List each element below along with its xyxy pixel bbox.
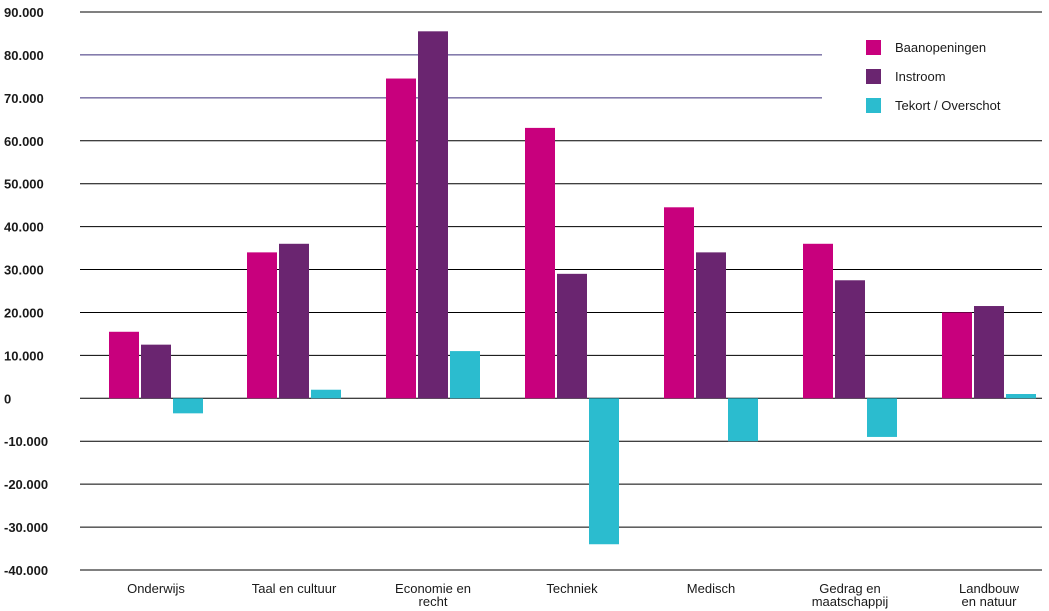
y-axis-tick-labels: 90.000 80.000 70.000 60.000 50.000 40.000 30.0… xyxy=(4,5,48,578)
y-tick-label: 60.000 xyxy=(4,134,44,149)
bar xyxy=(942,312,972,399)
bar xyxy=(247,252,277,399)
x-category-label: Economie en recht xyxy=(395,581,471,609)
bar xyxy=(525,127,555,399)
y-tick-label: 90.000 xyxy=(4,5,44,20)
bar xyxy=(664,207,694,399)
bar xyxy=(803,243,833,399)
bar xyxy=(450,351,480,399)
legend: Baanopeningen Instroom Tekort / Overschot xyxy=(830,30,1040,122)
bars xyxy=(109,31,1036,545)
bar xyxy=(141,344,171,399)
x-category-label: Onderwijs xyxy=(127,581,185,596)
y-tick-label: 20.000 xyxy=(4,305,44,320)
y-tick-label: -20.000 xyxy=(4,477,48,492)
legend-background xyxy=(830,30,1040,122)
bar xyxy=(867,398,897,437)
bar xyxy=(386,78,416,399)
bar xyxy=(696,252,726,399)
bar xyxy=(109,331,139,399)
bar xyxy=(835,280,865,399)
legend-label: Tekort / Overschot xyxy=(895,98,1001,113)
x-category-label: Medisch xyxy=(687,581,735,596)
y-tick-label: -40.000 xyxy=(4,563,48,578)
y-tick-label: -30.000 xyxy=(4,520,48,535)
x-category-label: Techniek xyxy=(546,581,598,596)
legend-swatch xyxy=(866,40,881,55)
y-tick-label: 10.000 xyxy=(4,348,44,363)
bar xyxy=(589,398,619,545)
y-tick-label: 30.000 xyxy=(4,263,44,278)
x-category-label: Landbouw en natuur xyxy=(959,581,1020,609)
x-category-label: Gedrag en maatschappij xyxy=(812,581,889,609)
bar xyxy=(1006,394,1036,399)
bar xyxy=(173,398,203,414)
legend-swatch xyxy=(866,69,881,84)
bar xyxy=(279,243,309,399)
y-tick-label: 40.000 xyxy=(4,220,44,235)
x-axis-category-labels: Onderwijs Taal en cultuur Economie en recht… xyxy=(127,581,1020,609)
y-tick-label: 70.000 xyxy=(4,91,44,106)
y-tick-label: -10.000 xyxy=(4,434,48,449)
legend-label: Instroom xyxy=(895,69,946,84)
legend-swatch xyxy=(866,98,881,113)
bar xyxy=(311,389,341,399)
gridlines xyxy=(80,11,1042,571)
bar xyxy=(974,306,1004,399)
legend-label: Baanopeningen xyxy=(895,40,986,55)
bar xyxy=(557,273,587,399)
bar xyxy=(728,398,758,442)
bar xyxy=(418,31,448,399)
y-tick-label: 80.000 xyxy=(4,48,44,63)
y-tick-label: 0 xyxy=(4,391,11,406)
y-tick-label: 50.000 xyxy=(4,177,44,192)
x-category-label: Taal en cultuur xyxy=(252,581,337,596)
